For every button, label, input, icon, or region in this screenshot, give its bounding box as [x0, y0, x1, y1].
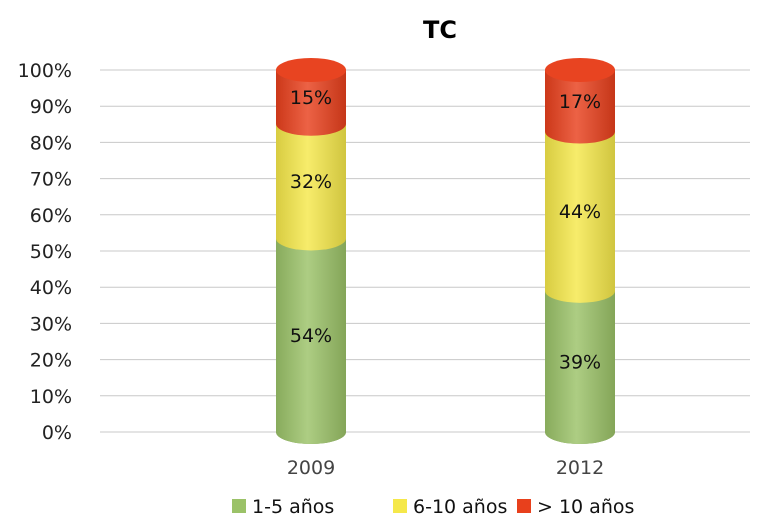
data-label: 39% — [559, 351, 601, 373]
legend-item: > 10 años — [517, 496, 634, 518]
legend-label: > 10 años — [537, 496, 634, 518]
y-tick-label: 50% — [30, 241, 72, 263]
data-label: 32% — [290, 171, 332, 193]
bar-segment-> 10 años — [276, 70, 346, 136]
y-tick-label: 100% — [18, 60, 72, 82]
legend-item: 6-10 años — [393, 496, 507, 518]
bar-segment-1-5 años — [276, 238, 346, 444]
bar-segment-6-10 años — [276, 123, 346, 251]
legend-label: 1-5 años — [252, 496, 334, 518]
y-tick-label: 90% — [30, 96, 72, 118]
y-tick-label: 80% — [30, 132, 72, 154]
bar-stack-2012: 39% 44% 17% — [545, 58, 615, 444]
data-label: 15% — [290, 87, 332, 109]
legend-swatch — [393, 499, 407, 513]
y-tick-label: 20% — [30, 350, 72, 372]
bar-segment-1-5 años — [545, 290, 615, 444]
y-tick-label: 30% — [30, 313, 72, 335]
y-tick-label: 0% — [42, 422, 72, 444]
x-tick-label: 2012 — [556, 457, 604, 479]
legend-swatch — [517, 499, 531, 513]
bar-top-cap — [545, 58, 615, 82]
legend-item: 1-5 años — [232, 496, 334, 518]
data-label: 44% — [559, 201, 601, 223]
bar-stack-2009: 54% 32% 15% — [276, 58, 346, 444]
gridlines — [100, 69, 750, 433]
bars: 54% 32% 15% 39% 44% 17% — [276, 58, 615, 444]
y-axis: 0% 10% 20% 30% 40% 50% 60% 70% 80% 90% 100% — [18, 60, 72, 444]
x-axis: 2009 2012 — [287, 457, 604, 479]
bar-segment-6-10 años — [545, 131, 615, 303]
legend: 1-5 años 6-10 años > 10 años — [232, 496, 634, 518]
legend-label: 6-10 años — [413, 496, 507, 518]
y-tick-label: 70% — [30, 169, 72, 191]
y-tick-label: 60% — [30, 205, 72, 227]
data-label: 54% — [290, 325, 332, 347]
y-tick-label: 10% — [30, 386, 72, 408]
bar-top-cap — [276, 58, 346, 82]
y-tick-label: 40% — [30, 277, 72, 299]
x-tick-label: 2009 — [287, 457, 335, 479]
chart-title: TC — [423, 16, 457, 44]
data-label: 17% — [559, 91, 601, 113]
bar-segment-> 10 años — [545, 70, 615, 144]
legend-swatch — [232, 499, 246, 513]
